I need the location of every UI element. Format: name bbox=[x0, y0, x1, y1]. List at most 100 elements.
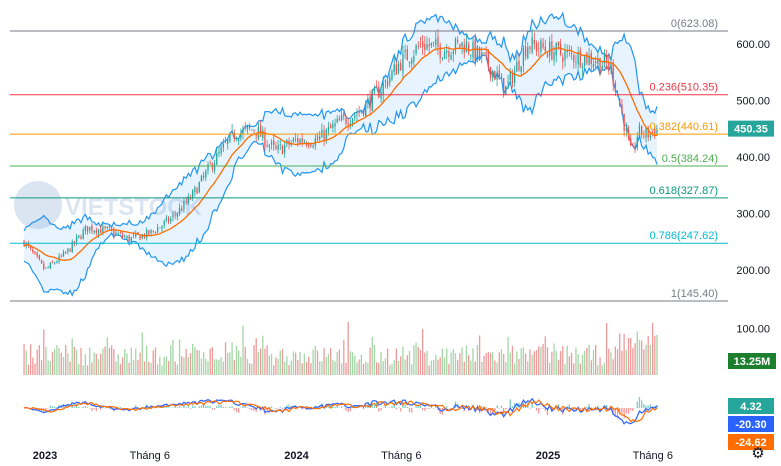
candle bbox=[279, 139, 281, 150]
last-price-label: 450.35 bbox=[734, 124, 768, 136]
volume-bar bbox=[163, 356, 165, 375]
macd-histogram-bar bbox=[586, 406, 588, 408]
volume-bar bbox=[531, 354, 533, 375]
volume-bar bbox=[562, 346, 564, 375]
candle bbox=[174, 210, 176, 220]
volume-bar bbox=[432, 359, 435, 375]
candle bbox=[450, 51, 452, 61]
candle-body bbox=[82, 230, 84, 239]
candle-body bbox=[378, 86, 380, 98]
macd-histogram-bar bbox=[389, 407, 391, 408]
volume-bar bbox=[507, 336, 509, 375]
candle-body bbox=[216, 152, 218, 165]
macd-histogram-bar bbox=[275, 408, 277, 409]
macd-histogram-bar bbox=[47, 408, 49, 409]
macd-histogram-bar bbox=[185, 407, 187, 408]
candle-body bbox=[542, 42, 544, 48]
candle-body bbox=[332, 124, 334, 129]
volume-bar bbox=[80, 348, 82, 375]
candle-body bbox=[373, 87, 376, 91]
candle-body bbox=[108, 226, 111, 228]
candle bbox=[562, 53, 564, 70]
candle-body bbox=[242, 128, 244, 134]
macd-histogram-bar bbox=[132, 407, 135, 408]
candle-body bbox=[367, 98, 369, 104]
candle bbox=[573, 53, 575, 69]
candle-body bbox=[110, 228, 113, 230]
macd-histogram-bar bbox=[581, 408, 584, 410]
candle bbox=[538, 41, 540, 57]
volume-bar bbox=[476, 345, 479, 375]
volume-bar bbox=[367, 362, 369, 375]
candle bbox=[426, 36, 428, 51]
candle bbox=[533, 32, 535, 50]
candle bbox=[391, 69, 393, 82]
volume-bar bbox=[43, 329, 45, 375]
volume-bar bbox=[327, 353, 330, 375]
volume-bar bbox=[231, 342, 233, 375]
macd-histogram-bar bbox=[231, 406, 233, 408]
macd-histogram-bar bbox=[330, 404, 332, 408]
candle-body bbox=[325, 129, 327, 141]
candle-body bbox=[570, 53, 573, 54]
candle bbox=[242, 125, 244, 140]
candle bbox=[200, 174, 203, 182]
candle-body bbox=[178, 207, 181, 213]
candle-body bbox=[80, 236, 82, 239]
candle bbox=[216, 147, 218, 165]
volume-bar bbox=[641, 340, 643, 375]
candle bbox=[608, 54, 610, 75]
macd-histogram-bar bbox=[354, 405, 356, 408]
candle-body bbox=[244, 126, 246, 128]
macd-histogram-bar bbox=[181, 407, 183, 408]
candle bbox=[56, 259, 58, 264]
candle-body bbox=[522, 48, 525, 66]
macd-histogram-bar bbox=[621, 408, 623, 414]
candle bbox=[413, 49, 415, 69]
volume-bar bbox=[654, 335, 656, 375]
volume-bar bbox=[349, 351, 352, 375]
macd-histogram-bar bbox=[649, 404, 652, 408]
candle-body bbox=[404, 50, 406, 53]
macd-histogram-bar bbox=[421, 408, 424, 411]
candle-body bbox=[634, 146, 636, 148]
volume-bar bbox=[452, 349, 454, 375]
candle bbox=[400, 59, 402, 72]
volume-bar bbox=[358, 359, 360, 375]
volume-bar bbox=[218, 359, 220, 375]
candle bbox=[621, 98, 623, 115]
candle-body bbox=[62, 251, 65, 257]
candle bbox=[643, 130, 645, 140]
volume-bar bbox=[474, 361, 476, 375]
macd-histogram-bar bbox=[511, 406, 514, 408]
macd-histogram-bar bbox=[91, 408, 93, 412]
macd-histogram-bar bbox=[489, 408, 492, 416]
candle-body bbox=[321, 129, 323, 138]
volume-bar bbox=[192, 343, 194, 375]
candle-body bbox=[185, 200, 187, 203]
volume-bar bbox=[544, 336, 546, 375]
candle bbox=[292, 137, 295, 143]
volume-bar bbox=[638, 340, 641, 375]
macd-histogram-bar bbox=[568, 404, 571, 408]
volume-bar bbox=[36, 349, 38, 375]
macd-histogram-bar bbox=[82, 406, 84, 408]
volume-bar bbox=[588, 344, 590, 375]
volume-bar bbox=[69, 361, 71, 375]
volume-bar bbox=[656, 334, 658, 375]
volume-bar bbox=[244, 346, 246, 375]
fib-label: 1(145.40) bbox=[671, 288, 718, 300]
bollinger-lower bbox=[23, 54, 658, 297]
volume-bar bbox=[45, 347, 47, 375]
settings-gear-icon[interactable]: ⚙ bbox=[751, 445, 765, 462]
volume-bar bbox=[397, 360, 400, 375]
candle bbox=[360, 110, 362, 114]
candle-body bbox=[435, 39, 437, 46]
candle-body bbox=[529, 46, 531, 50]
candle-body bbox=[575, 61, 577, 63]
candle-body bbox=[354, 115, 356, 118]
macd-histogram-bar bbox=[538, 408, 540, 414]
candle-body bbox=[202, 175, 205, 178]
candle-body bbox=[535, 43, 538, 52]
candle bbox=[470, 54, 472, 61]
